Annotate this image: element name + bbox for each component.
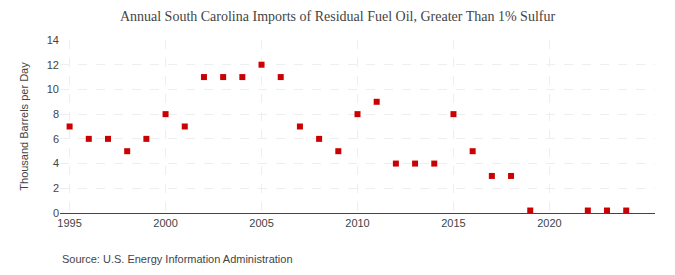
svg-text:4: 4 bbox=[53, 157, 59, 169]
svg-text:Annual South Carolina Imports: Annual South Carolina Imports of Residua… bbox=[120, 9, 556, 24]
svg-text:12: 12 bbox=[47, 59, 59, 71]
svg-text:6: 6 bbox=[53, 133, 59, 145]
svg-text:2020: 2020 bbox=[537, 217, 561, 229]
svg-text:2015: 2015 bbox=[441, 217, 465, 229]
svg-text:2: 2 bbox=[53, 182, 59, 194]
svg-text:14: 14 bbox=[47, 34, 59, 46]
svg-text:2000: 2000 bbox=[153, 217, 177, 229]
svg-text:1995: 1995 bbox=[57, 217, 81, 229]
svg-text:2005: 2005 bbox=[249, 217, 273, 229]
svg-text:10: 10 bbox=[47, 83, 59, 95]
svg-text:2010: 2010 bbox=[345, 217, 369, 229]
svg-text:Thousand Barrels per Day: Thousand Barrels per Day bbox=[18, 62, 30, 191]
svg-text:8: 8 bbox=[53, 108, 59, 120]
svg-text:Source: U.S. Energy Informatio: Source: U.S. Energy Information Administ… bbox=[62, 253, 293, 265]
svg-text:0: 0 bbox=[53, 207, 59, 219]
